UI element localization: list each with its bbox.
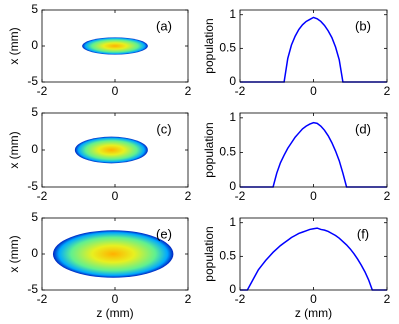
panel-label: (a) bbox=[156, 18, 172, 33]
x-tick-label: 0 bbox=[310, 84, 317, 98]
x-tick-label: 2 bbox=[384, 84, 391, 98]
y-tick-label: 0 bbox=[31, 246, 38, 260]
density-blob bbox=[74, 136, 148, 164]
y-tick-label: 1 bbox=[229, 7, 236, 21]
y-tick-label: -5 bbox=[27, 179, 38, 193]
panel-label: (d) bbox=[355, 121, 371, 136]
y-tick-label: -5 bbox=[27, 282, 38, 296]
x-tick-label: 0 bbox=[112, 189, 119, 203]
y-axis-label: x (mm) bbox=[7, 131, 21, 168]
y-tick-label: 1 bbox=[229, 215, 236, 229]
x-tick-label: 2 bbox=[384, 292, 391, 306]
y-axis-label: x (mm) bbox=[7, 27, 21, 64]
y-axis-label: population bbox=[202, 18, 216, 73]
y-tick-label: 0 bbox=[31, 38, 38, 52]
panel-label: (e) bbox=[156, 226, 172, 241]
panel-label: (f) bbox=[357, 226, 369, 241]
x-tick-label: 2 bbox=[185, 84, 192, 98]
y-tick-label: -5 bbox=[27, 74, 38, 88]
x-tick-label: -2 bbox=[235, 84, 246, 98]
x-tick-label: 0 bbox=[112, 292, 119, 306]
x-tick-label: 2 bbox=[185, 189, 192, 203]
x-axis-label: z (mm) bbox=[295, 306, 332, 320]
x-tick-label: 2 bbox=[185, 292, 192, 306]
y-tick-label: 1 bbox=[229, 110, 236, 124]
x-tick-label: -2 bbox=[235, 292, 246, 306]
y-axis-label: population bbox=[202, 226, 216, 281]
y-tick-label: 0 bbox=[31, 142, 38, 156]
y-tick-label: 5 bbox=[31, 105, 38, 119]
density-blob bbox=[52, 230, 174, 278]
y-tick-label: 0 bbox=[229, 74, 236, 88]
y-tick-label: 5 bbox=[31, 2, 38, 16]
x-tick-label: -2 bbox=[235, 189, 246, 203]
x-tick-label: -2 bbox=[37, 189, 48, 203]
y-axis-label: population bbox=[202, 122, 216, 177]
y-tick-label: 0.5 bbox=[219, 41, 236, 55]
x-tick-label: 2 bbox=[384, 189, 391, 203]
x-axis-label: z (mm) bbox=[96, 306, 133, 320]
population-line bbox=[240, 227, 387, 291]
x-tick-label: 0 bbox=[112, 84, 119, 98]
density-blob bbox=[82, 37, 148, 55]
y-tick-label: 0 bbox=[229, 282, 236, 296]
panel-label: (c) bbox=[156, 121, 171, 136]
y-tick-label: 0.5 bbox=[219, 145, 236, 159]
x-tick-label: 0 bbox=[310, 292, 317, 306]
y-tick-label: 0.5 bbox=[219, 249, 236, 263]
y-axis-label: x (mm) bbox=[7, 235, 21, 272]
panel-label: (b) bbox=[355, 18, 371, 33]
x-tick-label: 0 bbox=[310, 189, 317, 203]
y-tick-label: 5 bbox=[31, 210, 38, 224]
y-tick-label: 0 bbox=[229, 179, 236, 193]
x-tick-label: -2 bbox=[37, 292, 48, 306]
x-tick-label: -2 bbox=[37, 84, 48, 98]
